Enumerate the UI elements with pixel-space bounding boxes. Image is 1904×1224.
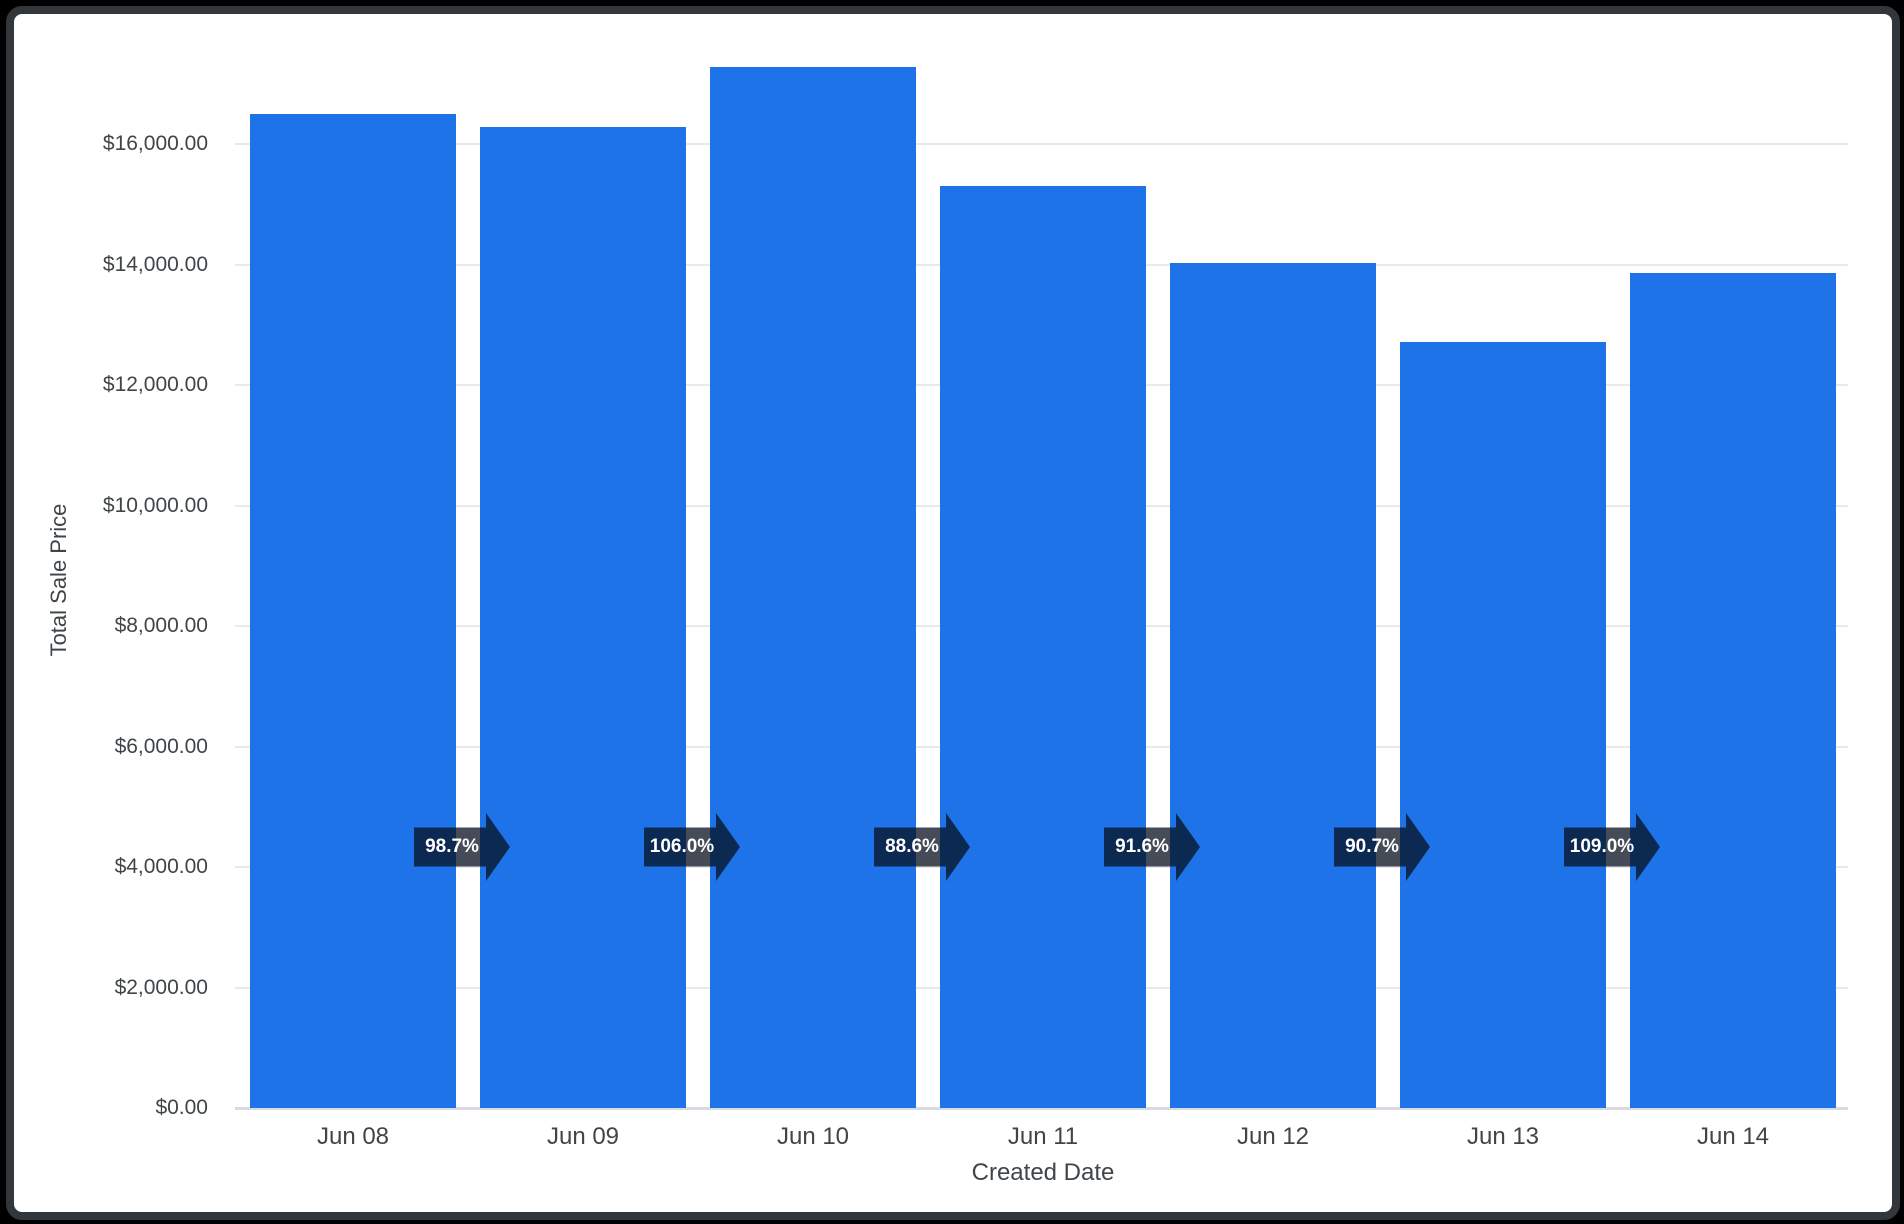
right-arrow-icon [874, 813, 970, 881]
x-axis-title: Created Date [971, 1159, 1115, 1186]
y-axis-tick-label: $12,000.00 [102, 373, 208, 396]
pct-change-arrow: 106.0% [644, 812, 741, 882]
bar-jun-11[interactable] [940, 185, 1146, 1108]
y-axis-tick-label: $16,000.00 [102, 132, 208, 155]
right-arrow-icon [1334, 813, 1430, 881]
gridline-16000 [235, 143, 1848, 145]
y-axis-tick-label: $6,000.00 [114, 734, 208, 758]
pct-change-label: 109.0% [1569, 836, 1635, 857]
pct-change-arrow: 88.6% [874, 812, 971, 882]
right-arrow-icon [1564, 813, 1660, 881]
x-axis-tick-label: Jun 14 [1696, 1123, 1770, 1150]
x-axis-tick-label: Jun 11 [1007, 1123, 1079, 1150]
bar-jun-08[interactable] [250, 113, 456, 1108]
x-axis-tick-label: Jun 10 [776, 1123, 850, 1150]
bar-jun-14[interactable] [1630, 272, 1836, 1108]
bar-jun-13[interactable] [1400, 341, 1606, 1108]
x-axis-baseline [235, 1107, 1848, 1110]
pct-change-label: 90.7% [1345, 836, 1399, 857]
pct-change-arrow: 98.7% [414, 812, 511, 882]
y-axis-tick-label: $4,000.00 [114, 855, 208, 878]
pct-change-label: 106.0% [649, 836, 715, 857]
y-axis-tick-label: $14,000.00 [102, 252, 208, 276]
right-arrow-icon [414, 813, 510, 881]
y-axis-tick-label: $8,000.00 [114, 614, 208, 637]
y-axis-tick-label: $10,000.00 [102, 493, 208, 517]
y-axis-tick-label: $2,000.00 [114, 975, 208, 999]
pct-change-label: 98.7% [425, 836, 479, 857]
pct-change-arrow: 109.0% [1564, 812, 1661, 882]
bar-jun-12[interactable] [1170, 263, 1376, 1108]
pct-change-label: 91.6% [1115, 836, 1169, 857]
bar-jun-09[interactable] [480, 126, 686, 1108]
right-arrow-icon [644, 813, 740, 881]
pct-change-arrow: 91.6% [1104, 812, 1201, 882]
pct-change-label: 88.6% [885, 836, 939, 857]
x-axis-tick-label: Jun 12 [1236, 1123, 1310, 1150]
right-arrow-icon [1104, 813, 1200, 881]
pct-change-arrow: 90.7% [1334, 812, 1431, 882]
bar-jun-10[interactable] [710, 67, 916, 1108]
x-axis-tick-label: Jun 13 [1466, 1123, 1540, 1150]
x-axis-tick-label: Jun 08 [316, 1123, 390, 1150]
x-axis-tick-label: Jun 09 [546, 1123, 620, 1150]
y-axis-tick-label: $0.00 [155, 1096, 208, 1119]
